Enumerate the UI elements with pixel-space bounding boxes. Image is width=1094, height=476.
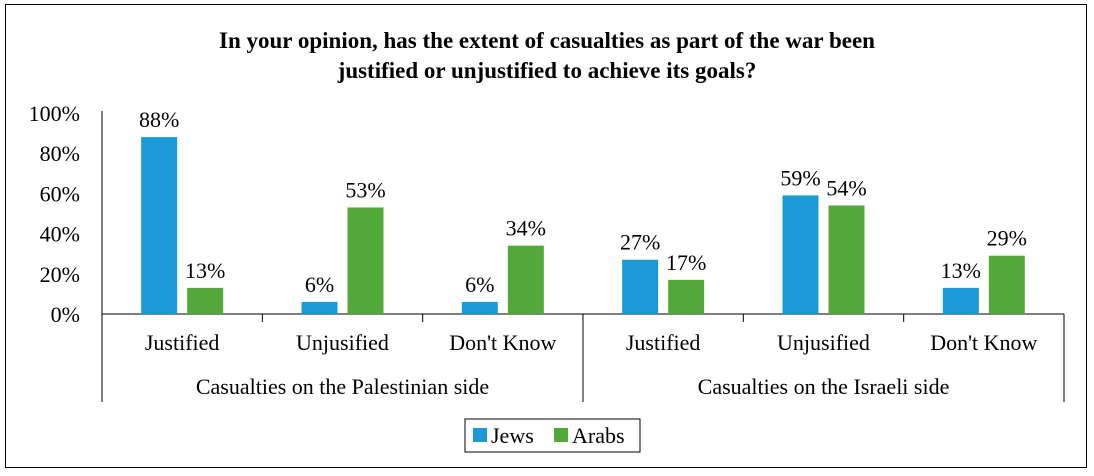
bar-jews: [942, 287, 979, 314]
data-label: 6%: [465, 272, 494, 297]
legend-box: [464, 418, 641, 453]
y-tick-label: 80%: [40, 141, 80, 166]
bar-jews: [622, 259, 659, 314]
category-label: Don't Know: [930, 330, 1037, 355]
category-label: Justified: [145, 330, 220, 355]
data-label: 27%: [620, 230, 660, 255]
bar-arabs: [988, 255, 1025, 314]
y-tick-label: 20%: [40, 262, 80, 287]
y-tick-label: 60%: [40, 181, 80, 206]
legend-swatch-jews: [473, 428, 487, 442]
bar-jews: [782, 195, 819, 314]
y-tick-label: 40%: [40, 222, 80, 247]
y-tick-label: 0%: [51, 302, 80, 327]
bar-arabs: [668, 279, 705, 314]
group-label: Casualties on the Palestinian side: [196, 374, 489, 399]
legend-swatch-arabs: [554, 428, 568, 442]
data-label: 17%: [666, 250, 706, 275]
data-label: 13%: [941, 258, 981, 283]
bar-jews: [141, 137, 178, 314]
data-label: 6%: [305, 272, 334, 297]
chart-title-line2: justified or unjustified to achieve its …: [337, 58, 757, 83]
bar-jews: [461, 301, 498, 314]
category-label: Justified: [626, 330, 701, 355]
category-label: Unjusified: [296, 330, 389, 355]
data-label: 54%: [826, 175, 866, 200]
bar-arabs: [187, 287, 224, 314]
data-label: 53%: [345, 177, 385, 202]
bar-arabs: [507, 245, 544, 314]
data-label: 13%: [185, 258, 225, 283]
chart-title-line1: In your opinion, has the extent of casua…: [219, 28, 875, 53]
group-label: Casualties on the Israeli side: [698, 374, 950, 399]
legend-label-jews: Jews: [491, 423, 534, 448]
y-tick-label: 100%: [29, 101, 80, 126]
bar-jews: [301, 301, 338, 314]
category-label: Unjusified: [777, 330, 870, 355]
bar-arabs: [828, 205, 865, 314]
data-label: 29%: [987, 226, 1027, 251]
data-label: 88%: [139, 107, 179, 132]
data-label: 34%: [506, 216, 546, 241]
data-label: 59%: [780, 165, 820, 190]
category-label: Don't Know: [449, 330, 556, 355]
legend: Jews Arabs: [473, 423, 625, 448]
legend-label-arabs: Arabs: [572, 423, 625, 448]
bar-arabs: [347, 207, 384, 314]
chart-frame: [5, 4, 1087, 468]
